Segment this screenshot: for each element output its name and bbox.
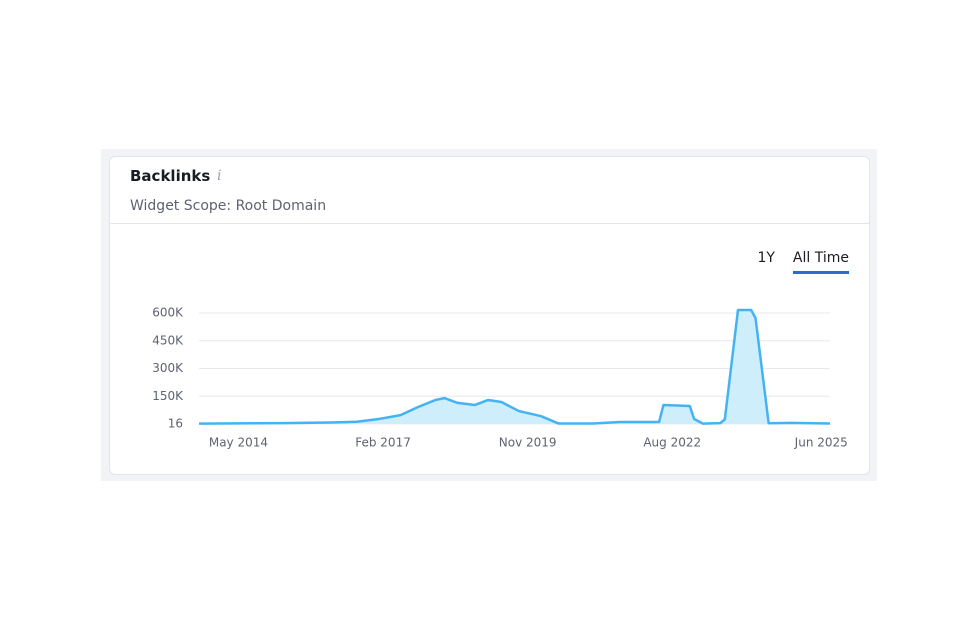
x-tick-label: Nov 2019 [499, 436, 557, 450]
y-tick-label: 300K [152, 361, 184, 375]
period-toggle: 1Y All Time [757, 250, 849, 274]
period-button[interactable]: All Time [792, 250, 849, 274]
x-tick-label: Aug 2022 [643, 436, 701, 450]
y-tick-label: 450K [152, 333, 184, 347]
x-tick-label: Jun 2025 [794, 436, 848, 450]
y-tick-label: 600K [152, 306, 184, 320]
period-button[interactable]: 1Y [757, 250, 775, 266]
line [198, 308, 831, 425]
y-tick-label: 16 [168, 417, 183, 431]
x-tick-label: Feb 2017 [355, 436, 411, 450]
divider [110, 223, 869, 224]
widget-subtitle: Widget Scope: Root Domain [130, 198, 327, 214]
widget-title: Backlinks [130, 167, 211, 185]
y-tick-label: 150K [152, 389, 184, 403]
info-icon[interactable]: i [217, 168, 222, 184]
x-tick-label: May 2014 [209, 436, 268, 450]
